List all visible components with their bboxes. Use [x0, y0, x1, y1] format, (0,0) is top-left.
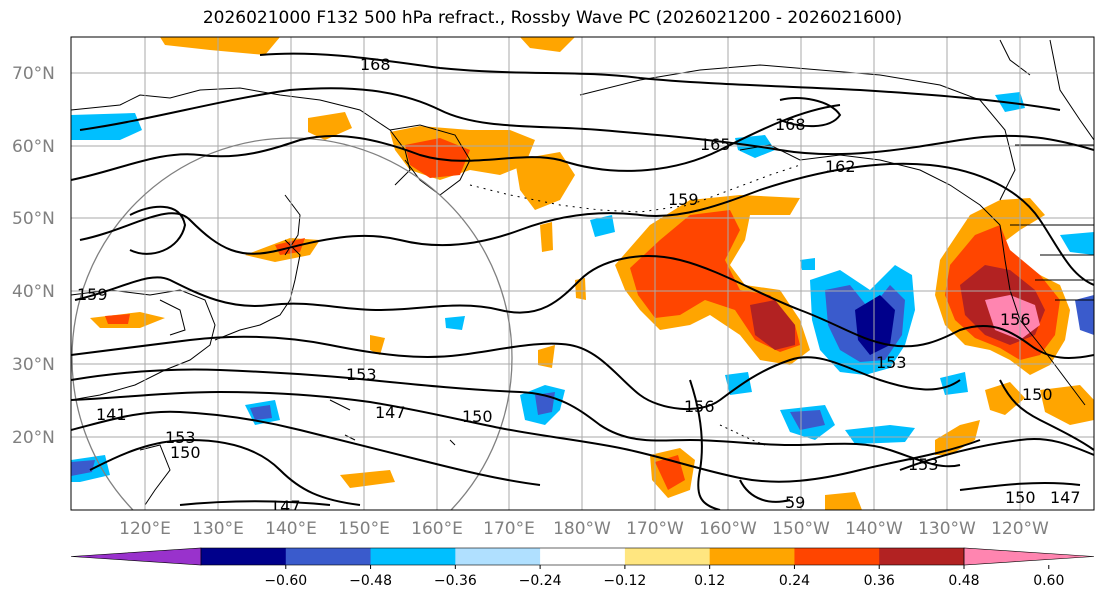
colorbar-cell: [624, 548, 711, 565]
colorbar-tick-label: 0.48: [948, 573, 979, 589]
lon-label: 150°E: [338, 519, 390, 539]
contour-label: 153: [908, 455, 939, 474]
contour-label: 141: [96, 405, 127, 424]
contour-label: 168: [360, 55, 391, 74]
colorbar-tick-label: 0.24: [779, 573, 810, 589]
latitude-labels: 70°N 60°N 50°N 40°N 30°N 20°N: [12, 64, 55, 448]
lat-label-60n: 60°N: [12, 137, 55, 157]
contour-label: 150: [1005, 488, 1036, 507]
lon-label: 160°E: [411, 519, 463, 539]
colorbar-tick-label: 0.12: [694, 573, 725, 589]
colorbar-extend-low: [70, 547, 202, 566]
contour-label: 147: [1050, 488, 1081, 507]
lon-label: 130°W: [918, 519, 976, 539]
lon-label: 130°E: [192, 519, 244, 539]
contour-label: 156: [1000, 310, 1031, 329]
map-title: 2026021000 F132 500 hPa refract., Rossby…: [202, 8, 903, 28]
map-contents: 168 168 165 162 159 159 153 147 150 156 …: [71, 37, 1094, 516]
colorbar-cell: [285, 548, 372, 565]
colorbar-outline: [200, 547, 965, 566]
colorbar: −0.60 −0.48 −0.36 −0.24 −0.12 0.12 0.24 0.36 0.4…: [70, 547, 1095, 589]
lat-label-40n: 40°N: [12, 282, 55, 302]
colorbar-tick-label: −0.24: [519, 573, 562, 589]
colorbar-tick-label: 0.60: [1033, 573, 1064, 589]
gridlines: [71, 37, 1094, 510]
contour-label: 150: [462, 407, 493, 426]
map-border: [70, 36, 1095, 511]
lon-label: 140°E: [265, 519, 317, 539]
lat-label-30n: 30°N: [12, 355, 55, 375]
colorbar-tick-label: −0.48: [349, 573, 392, 589]
colorbar-cell: [794, 548, 880, 565]
contour-label: 165: [700, 135, 731, 154]
lon-label: 120°E: [119, 519, 171, 539]
colorbar-cell: [455, 548, 541, 565]
lat-label-70n: 70°N: [12, 64, 55, 84]
colorbar-tick-label: −0.60: [264, 573, 307, 589]
colorbar-tick-label: −0.12: [603, 573, 646, 589]
reference-circle: [71, 137, 513, 510]
lon-label: 170°W: [626, 519, 684, 539]
colorbar-tick-label: −0.36: [434, 573, 477, 589]
lat-label-20n: 20°N: [12, 428, 55, 448]
shaded-regions: [71, 37, 1094, 510]
colorbar-tick-label: 0.36: [864, 573, 895, 589]
contour-label: 150: [170, 443, 201, 462]
contour-label: 147: [270, 497, 301, 516]
lon-label: 170°E: [483, 519, 535, 539]
contour-label: 153: [346, 365, 377, 384]
colorbar-extend-high: [963, 547, 1095, 566]
contour-label: 153: [876, 353, 907, 372]
contour-label: 59: [785, 493, 805, 512]
lon-label: 180°W: [553, 519, 611, 539]
contour-label: 147: [375, 403, 406, 422]
colorbar-cell: [540, 548, 626, 565]
contour-labels: 168 168 165 162 159 159 153 147 150 156 …: [77, 55, 1081, 516]
colorbar-cell: [709, 548, 795, 565]
contour-label: 159: [77, 285, 108, 304]
colorbar-cell: [370, 548, 456, 565]
longitude-labels: 120°E 130°E 140°E 150°E 160°E 170°E 180°…: [119, 519, 1049, 539]
colorbar-cell: [879, 548, 965, 565]
lon-label: 120°W: [991, 519, 1049, 539]
contour-label: 153: [165, 428, 196, 447]
lon-label: 160°W: [699, 519, 757, 539]
contour-label: 168: [775, 115, 806, 134]
height-contours: [71, 52, 1094, 510]
contour-label: 162: [825, 157, 856, 176]
colorbar-cell: [201, 548, 287, 565]
contour-label: 156: [684, 397, 715, 416]
contour-label: 159: [668, 190, 699, 209]
contour-label: 150: [1022, 385, 1053, 404]
lat-label-50n: 50°N: [12, 209, 55, 229]
lon-label: 150°W: [772, 519, 830, 539]
lon-label: 140°W: [845, 519, 903, 539]
